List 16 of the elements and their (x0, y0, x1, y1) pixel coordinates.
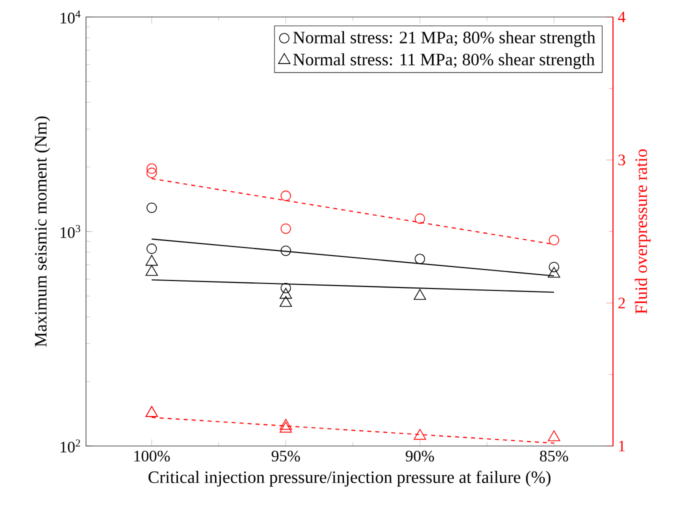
y-tick-label: 10$^{3}$ (60, 224, 80, 238)
x-tick-label: 90% (406, 450, 434, 462)
x-tick-label: 100% (134, 450, 170, 462)
y2-tick-label: 2 (618, 298, 625, 308)
legend-label: Normal stress: 21 MPa; 80% shear strength (293, 31, 596, 47)
x-tick-label: 85% (540, 450, 568, 462)
y2-tick-label: 3 (618, 154, 626, 166)
x-tick-label: 95% (272, 450, 300, 462)
y2-tick-label: 4 (618, 12, 626, 22)
y2-axis-title: Fluid overpressure ratio (634, 149, 651, 314)
legend-label: Normal stress: 11 MPa; 80% shear strength (293, 53, 595, 69)
y-tick-label: 10$^{2}$ (60, 439, 80, 452)
y-tick-label: 10$^{4}$ (60, 10, 80, 24)
y-axis-title: Maximum seismic moment (Nm) (34, 116, 50, 347)
y2-tick-label: 1 (619, 440, 625, 452)
x-axis-title: Critical injection pressure/injection pressure at failure (%) (148, 470, 550, 487)
